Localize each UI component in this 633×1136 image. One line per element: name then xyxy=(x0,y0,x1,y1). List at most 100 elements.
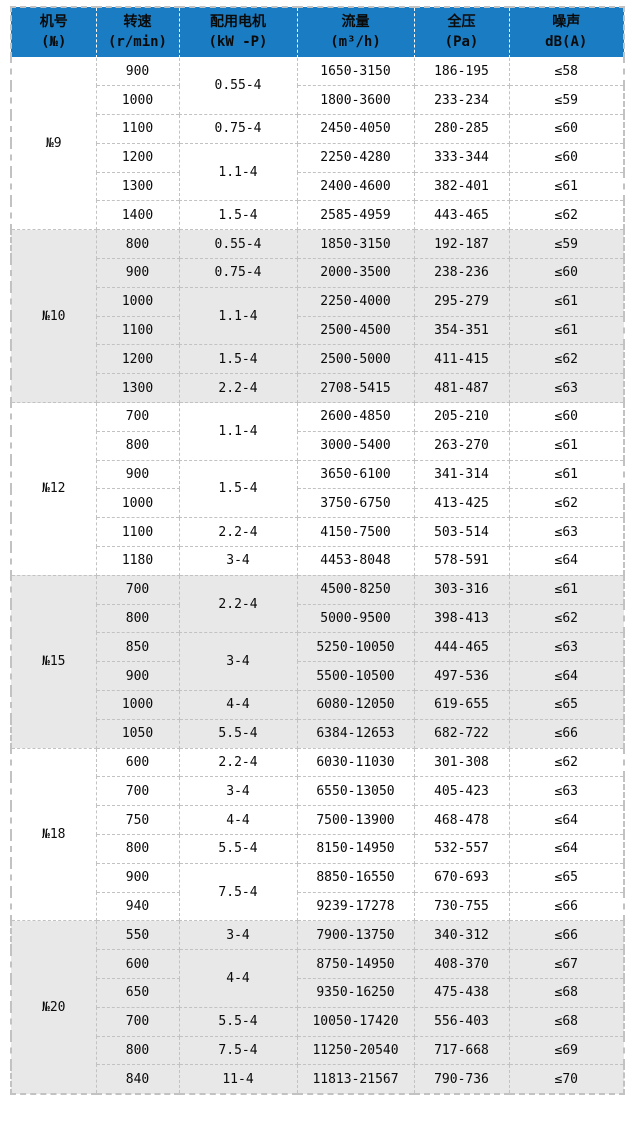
motor-cell: 2.2-4 xyxy=(178,747,298,778)
flow-cell: 11813-21567 xyxy=(296,1064,415,1095)
noise-cell: ≤62 xyxy=(508,200,625,231)
pressure-cell: 443-465 xyxy=(413,200,510,231)
speed-cell: 800 xyxy=(95,603,180,634)
motor-cell: 0.55-4 xyxy=(178,56,298,116)
noise-cell: ≤64 xyxy=(508,805,625,836)
pressure-cell: 413-425 xyxy=(413,488,510,519)
header-motor: 配用电机 (kW -P) xyxy=(178,6,298,58)
flow-cell: 4150-7500 xyxy=(296,517,415,548)
motor-cell: 11-4 xyxy=(178,1064,298,1095)
table-row: №10 800 0.55-4 1850-3150 192-187 ≤59 xyxy=(10,229,625,404)
header-row: 机号 (№) 转速 (r/min) 配用电机 (kW -P) 流量 (m³/h)… xyxy=(10,6,625,58)
header-speed-title: 转速 xyxy=(123,13,152,30)
table-row: 650 9350-16250 475-438 ≤68 xyxy=(11,978,625,1008)
speed-cell: 900 xyxy=(95,56,180,87)
flow-cell: 2250-4280 xyxy=(296,142,415,173)
table-row: 1000 3750-6750 413-425 ≤62 xyxy=(11,488,625,519)
noise-cell: ≤61 xyxy=(508,315,625,346)
table-row: 1000 1800-3600 233-234 ≤59 xyxy=(11,85,625,116)
noise-cell: ≤61 xyxy=(508,459,625,490)
header-flow-unit: (m³/h) xyxy=(330,34,381,51)
speed-cell: 1100 xyxy=(95,315,180,346)
motor-cell: 1.1-4 xyxy=(178,286,298,346)
table-row: 1000 4-4 6080-12050 619-655 ≤65 xyxy=(11,690,625,720)
motor-cell: 4-4 xyxy=(178,690,298,720)
pressure-cell: 280-285 xyxy=(413,114,510,144)
flow-cell: 5250-10050 xyxy=(296,632,415,663)
speed-cell: 650 xyxy=(95,978,180,1008)
pressure-cell: 382-401 xyxy=(413,171,510,202)
header-pressure-title: 全压 xyxy=(447,13,476,30)
flow-cell: 8150-14950 xyxy=(296,834,415,864)
speed-cell: 700 xyxy=(95,776,180,807)
model-cell: №15 xyxy=(10,574,97,749)
header-pressure-unit: (Pa) xyxy=(444,34,479,51)
table-row: 1300 2400-4600 382-401 ≤61 xyxy=(11,171,625,202)
table-row: 850 3-4 5250-10050 444-465 ≤63 xyxy=(11,632,625,692)
motor-cell: 3-4 xyxy=(178,546,298,576)
flow-cell: 5000-9500 xyxy=(296,603,415,634)
motor-cell: 1.5-4 xyxy=(178,200,298,231)
noise-cell: ≤63 xyxy=(508,517,625,548)
flow-cell: 1800-3600 xyxy=(296,85,415,116)
table-row: №12 700 1.1-4 2600-4850 205-210 ≤60 xyxy=(10,402,625,576)
speed-cell: 700 xyxy=(95,1006,180,1037)
motor-cell: 3-4 xyxy=(178,920,298,951)
table-body: №9 900 0.55-4 1650-3150 186-195 ≤58 1000 1800-3… xyxy=(10,56,625,1095)
pressure-cell: 295-279 xyxy=(413,286,510,317)
model-cell: №12 xyxy=(10,402,97,576)
motor-cell: 2.2-4 xyxy=(178,517,298,548)
flow-cell: 8750-14950 xyxy=(296,949,415,979)
pressure-cell: 411-415 xyxy=(413,344,510,375)
table-row: 900 7.5-4 8850-16550 670-693 ≤65 xyxy=(11,862,625,922)
noise-cell: ≤68 xyxy=(508,978,625,1008)
header-noise-unit: dB(A) xyxy=(545,34,588,51)
header-model-unit: (№) xyxy=(41,34,67,51)
flow-cell: 9239-17278 xyxy=(296,891,415,922)
speed-cell: 700 xyxy=(95,574,180,605)
table-row: №9 900 0.55-4 1650-3150 186-195 ≤58 xyxy=(10,56,625,231)
pressure-cell: 333-344 xyxy=(413,142,510,173)
noise-cell: ≤67 xyxy=(508,949,625,979)
pressure-cell: 205-210 xyxy=(413,402,510,432)
speed-cell: 800 xyxy=(95,834,180,864)
noise-cell: ≤65 xyxy=(508,690,625,720)
motor-cell: 3-4 xyxy=(178,632,298,692)
flow-cell: 4500-8250 xyxy=(296,574,415,605)
speed-cell: 700 xyxy=(95,402,180,432)
table-row: 1200 1.5-4 2500-5000 411-415 ≤62 xyxy=(11,344,625,375)
flow-cell: 7900-13750 xyxy=(296,920,415,951)
flow-cell: 2000-3500 xyxy=(296,258,415,288)
flow-cell: 1650-3150 xyxy=(296,56,415,87)
pressure-cell: 238-236 xyxy=(413,258,510,288)
table-header: 机号 (№) 转速 (r/min) 配用电机 (kW -P) 流量 (m³/h)… xyxy=(10,6,625,58)
speed-cell: 600 xyxy=(95,949,180,979)
pressure-cell: 233-234 xyxy=(413,85,510,116)
pressure-cell: 468-478 xyxy=(413,805,510,836)
header-motor-title: 配用电机 xyxy=(210,13,266,30)
table-row: 1400 1.5-4 2585-4959 443-465 ≤62 xyxy=(11,200,625,231)
flow-cell: 4453-8048 xyxy=(296,546,415,576)
motor-cell: 7.5-4 xyxy=(178,862,298,922)
flow-cell: 2500-4500 xyxy=(296,315,415,346)
pressure-cell: 405-423 xyxy=(413,776,510,807)
flow-cell: 2585-4959 xyxy=(296,200,415,231)
header-model: 机号 (№) xyxy=(10,6,97,58)
table-row: 1300 2.2-4 2708-5415 481-487 ≤63 xyxy=(11,373,625,404)
pressure-cell: 354-351 xyxy=(413,315,510,346)
motor-cell: 1.1-4 xyxy=(178,402,298,461)
speed-cell: 900 xyxy=(95,258,180,288)
speed-cell: 1000 xyxy=(95,488,180,519)
table-row: 900 5500-10500 497-536 ≤64 xyxy=(11,661,625,692)
table-row: 900 0.75-4 2000-3500 238-236 ≤60 xyxy=(11,258,625,288)
pressure-cell: 497-536 xyxy=(413,661,510,692)
speed-cell: 800 xyxy=(95,229,180,260)
speed-cell: 940 xyxy=(95,891,180,922)
header-flow-title: 流量 xyxy=(341,13,370,30)
noise-cell: ≤66 xyxy=(508,718,625,749)
motor-cell: 0.55-4 xyxy=(178,229,298,260)
flow-cell: 6384-12653 xyxy=(296,718,415,749)
motor-cell: 2.2-4 xyxy=(178,574,298,634)
speed-cell: 750 xyxy=(95,805,180,836)
flow-cell: 6030-11030 xyxy=(296,747,415,778)
